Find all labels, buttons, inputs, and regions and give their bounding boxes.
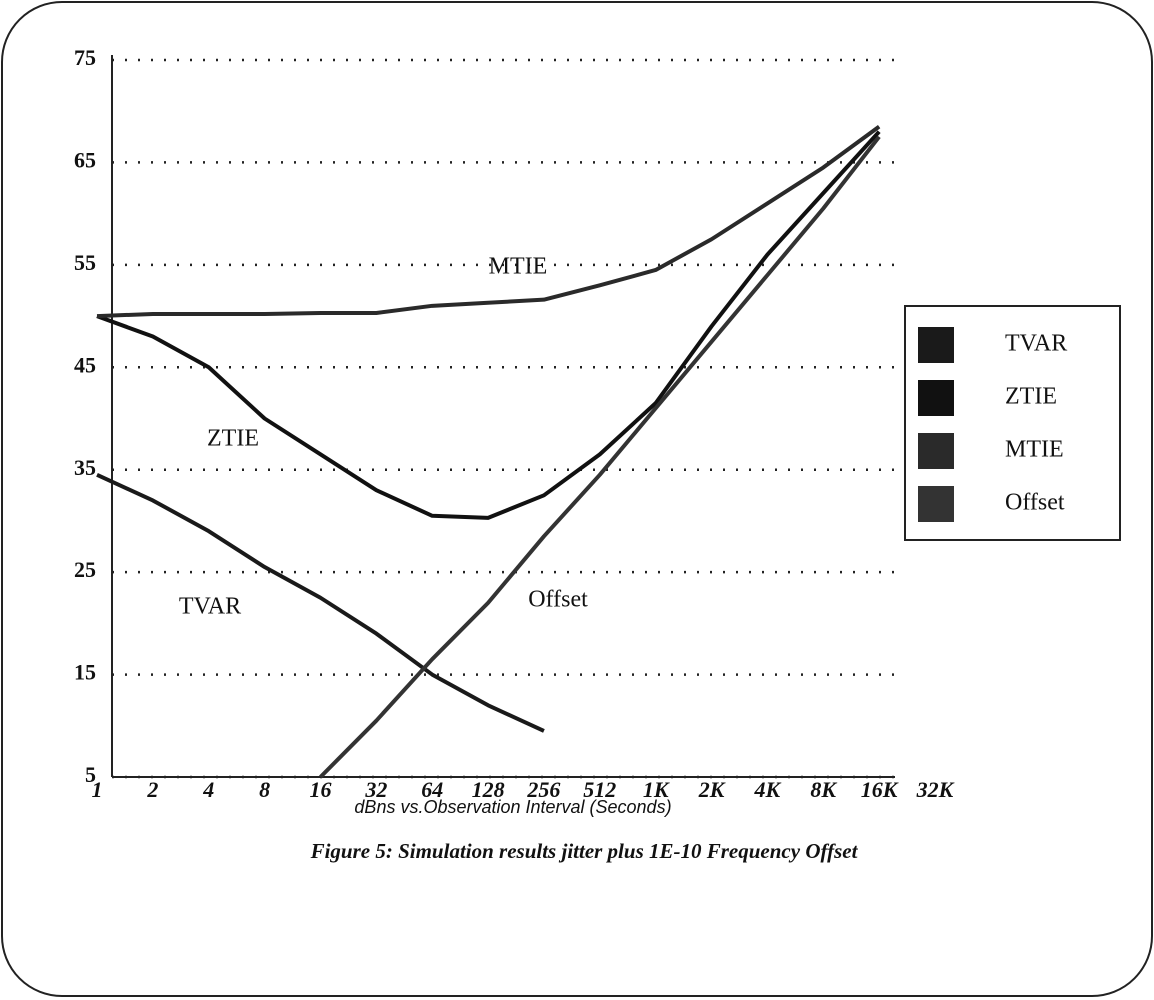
legend-swatch: [918, 486, 954, 522]
x-tick-label: 2K: [698, 777, 726, 802]
x-tick-label: 128: [472, 777, 505, 802]
x-tick-label: 256: [526, 777, 560, 802]
x-tick-label: 8: [259, 777, 270, 802]
legend-label: Offset: [1005, 490, 1065, 516]
x-tick-label: 16K: [861, 777, 899, 802]
y-tick-label: 45: [74, 352, 96, 377]
legend-swatch: [918, 433, 954, 469]
legend-label: MTIE: [1005, 437, 1064, 463]
annotation: ZTIE: [207, 426, 259, 452]
y-tick-label: 65: [74, 147, 96, 172]
y-tick-label: 75: [74, 45, 96, 70]
y-tick-label: 25: [74, 557, 96, 582]
series-line: [96, 124, 881, 319]
y-tick-label: 55: [74, 250, 96, 275]
series-line: [319, 135, 881, 779]
x-tick-label: 512: [583, 777, 616, 802]
series-line: [96, 130, 881, 520]
x-tick-label: 2: [146, 777, 158, 802]
x-tick-label: 1: [92, 777, 103, 802]
legend-label: ZTIE: [1005, 384, 1057, 410]
y-tick-label: 35: [74, 455, 96, 480]
legend-swatch: [918, 327, 954, 363]
x-tick-label: 8K: [810, 777, 837, 802]
annotation: MTIE: [489, 254, 548, 280]
x-tick-label: 4K: [754, 777, 782, 802]
y-tick-label: 15: [74, 660, 96, 685]
x-tick-label: 4: [202, 777, 214, 802]
y-tick-label: 5: [85, 762, 96, 787]
annotation: Offset: [528, 587, 588, 613]
x-tick-label: 32K: [916, 777, 955, 802]
legend-label: TVAR: [1005, 331, 1067, 357]
annotation: TVAR: [179, 594, 241, 620]
series-line: [96, 473, 545, 733]
x-tick-label: 32: [364, 777, 387, 802]
chart-title: Figure 5: Simulation results jitter plus…: [310, 839, 859, 863]
x-tick-label: 1K: [643, 777, 670, 802]
legend-swatch: [918, 380, 954, 416]
x-tick-label: 16: [309, 777, 331, 802]
x-axis-label: dBns vs.Observation Interval (Seconds): [354, 797, 671, 817]
x-tick-label: 64: [421, 777, 443, 802]
